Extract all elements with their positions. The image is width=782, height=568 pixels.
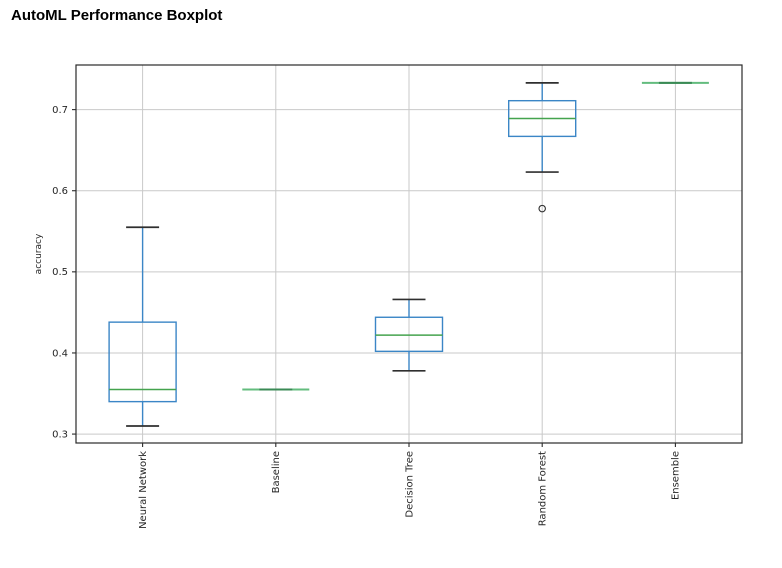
x-tick-label: Random Forest [538,451,549,526]
box [374,316,444,353]
outlier-point [538,204,546,213]
x-tick-label: Ensemble [671,451,682,500]
x-tick-label: Baseline [271,451,282,493]
x-tick-label: Neural Network [138,451,149,529]
y-tick-label: 0.5 [52,267,68,278]
y-tick-label: 0.4 [52,348,68,359]
y-axis-label: accuracy [34,233,44,274]
page-title: AutoML Performance Boxplot [11,7,223,24]
box [108,321,177,403]
y-tick-label: 0.3 [52,429,68,440]
y-tick-label: 0.7 [52,105,68,116]
plot-border [75,64,743,444]
y-tick-label: 0.6 [52,186,68,197]
x-tick-label: Decision Tree [404,451,415,518]
